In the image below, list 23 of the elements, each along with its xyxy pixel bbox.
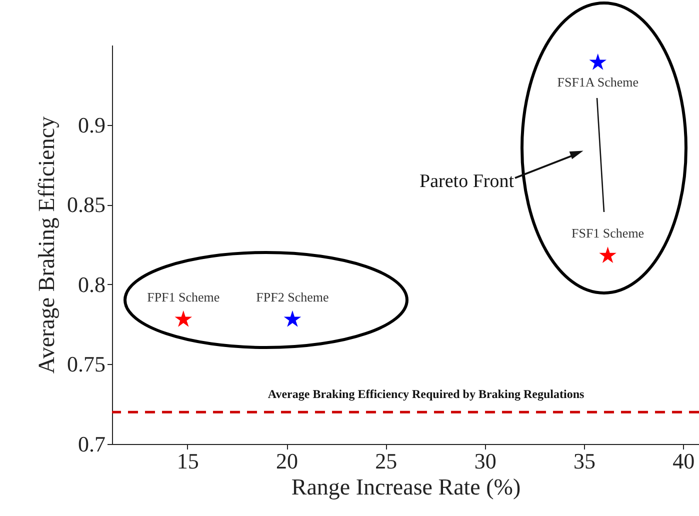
annotation: Pareto Front	[420, 171, 515, 192]
x-tick-label: 15	[176, 448, 199, 474]
y-tick-label: 0.8	[78, 272, 106, 297]
x-axis-title: Range Increase Rate (%)	[291, 474, 521, 500]
ref-line-label: Average Braking Efficiency Required by Braking Regulations	[268, 387, 584, 402]
point	[174, 310, 192, 327]
point	[599, 246, 616, 264]
point	[284, 310, 302, 327]
y-axis-title: Average Braking Efficiency	[34, 116, 59, 374]
point	[589, 53, 606, 70]
x-tick-label: 25	[375, 448, 398, 474]
x-tick-label: 40	[672, 448, 695, 474]
y-tick-label: 0.85	[67, 192, 106, 218]
annotation: FSF1 Scheme	[571, 226, 644, 241]
x-tick-label: 35	[573, 448, 596, 474]
y-tick-label: 0.7	[78, 432, 106, 456]
annotation: FPF2 Scheme	[256, 290, 329, 305]
y-tick-label: 0.75	[67, 352, 106, 377]
annotation: FSF1A Scheme	[557, 74, 639, 90]
x-tick-label: 30	[474, 448, 496, 474]
x-tick-label: 20	[276, 448, 298, 474]
annotation: FPF1 Scheme	[147, 290, 220, 305]
y-tick-label: 0.9	[78, 112, 106, 138]
